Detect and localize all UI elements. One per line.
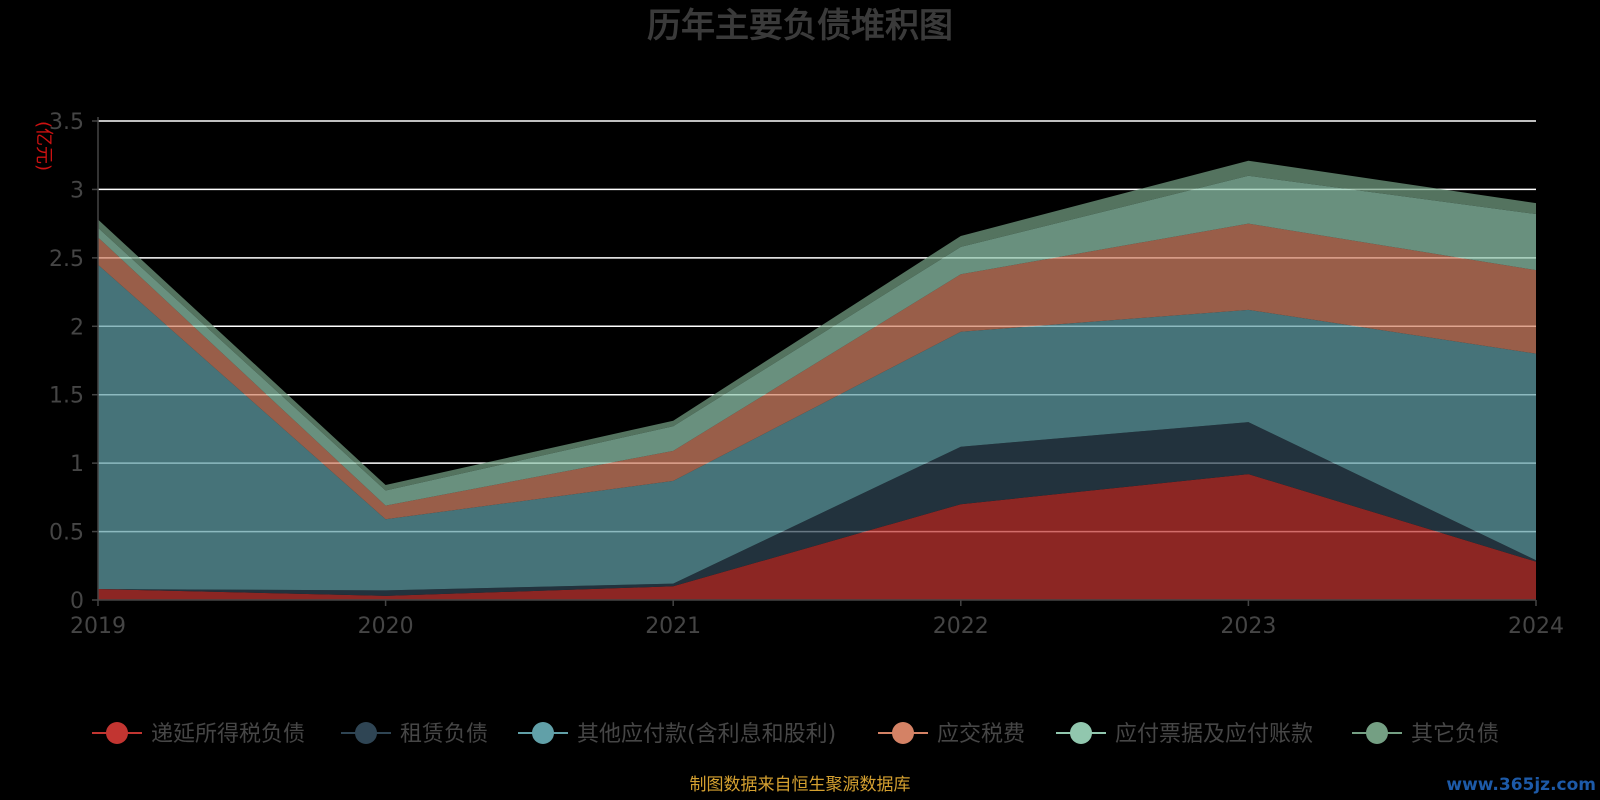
y-tick-label: 0.5 [49,521,84,546]
legend-swatch-marker [1070,722,1092,744]
legend-item-2[interactable]: 租赁负债 [341,722,488,747]
area-series-6 [98,160,1536,491]
legend-label: 应交税费 [937,722,1025,747]
legend-label: 其他应付款(含利息和股利) [577,722,836,747]
legend-swatch-marker [892,722,914,744]
x-tick-label: 2019 [70,614,126,639]
chart-title: 历年主要负债堆积图 [647,6,953,46]
area-series-4 [98,223,1536,520]
legend-swatch-marker [532,722,554,744]
site-watermark: www.365jz.com [1446,775,1596,795]
area-series-5 [98,175,1536,506]
y-tick-label: 1.5 [49,384,84,409]
x-tick-label: 2022 [933,614,989,639]
legend-item-3[interactable]: 其他应付款(含利息和股利) [518,722,836,747]
legend-label: 租赁负债 [400,722,488,747]
x-tick-label: 2020 [358,614,414,639]
legend-label: 递延所得税负债 [151,722,305,747]
y-tick-label: 2.5 [49,247,84,272]
legend-item-4[interactable]: 应交税费 [878,722,1025,747]
y-axis-unit-label: (亿元) [33,121,54,171]
area-series-3 [98,264,1536,591]
x-tick-label: 2024 [1508,614,1564,639]
legend-label: 其它负债 [1411,722,1499,747]
x-tick-label: 2023 [1220,614,1276,639]
axes: 0 0.5 1 1.5 2 2.5 3 3.5 2019 2020 2021 2022 2023 2024 [49,110,1564,639]
data-source-note: 制图数据来自恒生聚源数据库 [690,775,911,795]
y-tick-label: 1 [70,452,84,477]
legend-swatch-marker [355,722,377,744]
y-tick-label: 3 [70,178,84,203]
y-tick-label: 0 [70,589,84,614]
legend-item-6[interactable]: 其它负债 [1352,722,1499,747]
y-tick-label: 3.5 [49,110,84,135]
legend-item-5[interactable]: 应付票据及应付账款 [1056,722,1313,747]
legend-label: 应付票据及应付账款 [1115,722,1313,747]
legend-item-1[interactable]: 递延所得税负债 [92,722,305,747]
legend-swatch-marker [1366,722,1388,744]
legend[interactable]: 递延所得税负债 租赁负债 其他应付款(含利息和股利) 应交税费 应付票据及应付账款 其它负… [92,722,1499,747]
legend-swatch-marker [106,722,128,744]
area-series-1 [98,474,1536,600]
y-tick-label: 2 [70,315,84,340]
area-series-layer [98,160,1536,600]
x-tick-label: 2021 [645,614,701,639]
area-series-2 [98,422,1536,596]
